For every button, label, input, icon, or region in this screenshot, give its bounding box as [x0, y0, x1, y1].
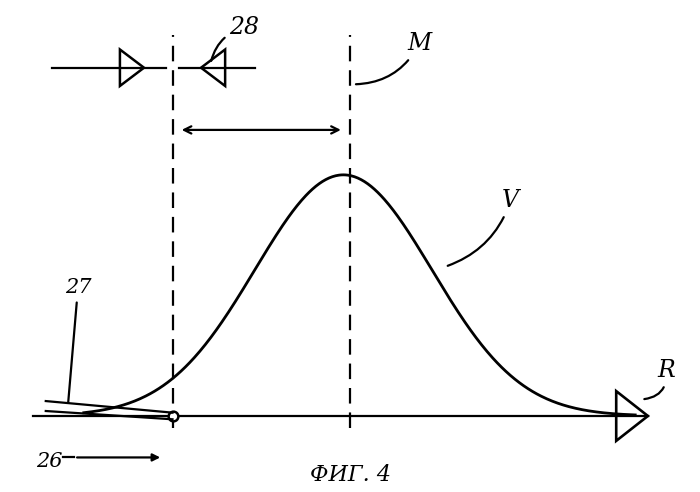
Text: R: R — [644, 359, 676, 399]
Text: 27: 27 — [65, 278, 91, 403]
Text: ФИГ. 4: ФИГ. 4 — [309, 464, 391, 487]
Text: M: M — [356, 32, 431, 84]
Text: 28: 28 — [211, 16, 260, 61]
Polygon shape — [616, 391, 648, 441]
Polygon shape — [120, 50, 144, 86]
Text: V: V — [448, 189, 519, 266]
Text: 26: 26 — [36, 452, 63, 471]
Polygon shape — [201, 50, 225, 86]
